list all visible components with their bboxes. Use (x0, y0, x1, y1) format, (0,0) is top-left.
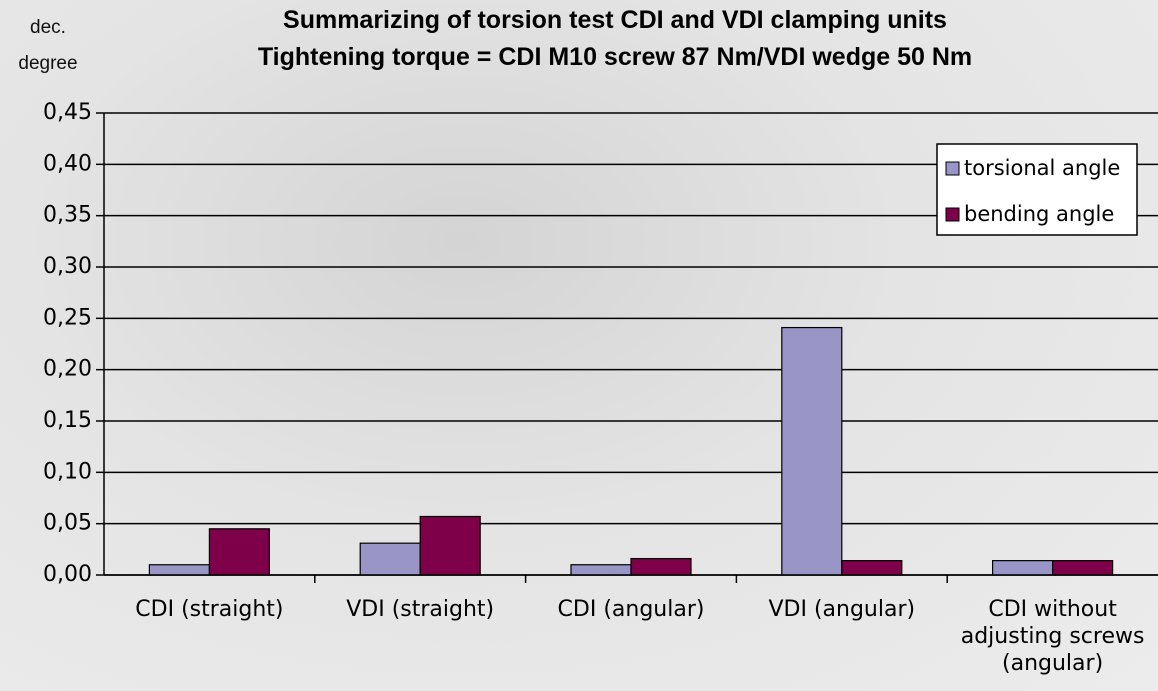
bar (209, 529, 269, 575)
y-tick-label: 0,35 (43, 203, 92, 228)
chart: 0,00 0,05 0,10 0,15 0,20 0,25 0,30 0,35 0,40 0,45… (0, 0, 1158, 691)
bar (1053, 561, 1113, 575)
bar (149, 565, 209, 575)
y-tick-label: 0,10 (43, 459, 92, 484)
legend-label: bending angle (964, 202, 1114, 226)
bar (842, 561, 902, 575)
bar (631, 559, 691, 575)
y-tick-label: 0,40 (43, 151, 92, 176)
x-tick-label: CDI without adjusting screws (angular) (948, 596, 1158, 677)
bar (782, 328, 842, 575)
x-tick-label: VDI (angular) (737, 596, 947, 623)
x-tick-label: CDI (angular) (526, 596, 736, 623)
y-tick-label: 0,30 (43, 254, 92, 279)
bar (993, 561, 1053, 575)
y-tick-label: 0,15 (43, 408, 92, 433)
legend-label: torsional angle (964, 156, 1120, 180)
y-tick-label: 0,20 (43, 357, 92, 382)
legend-swatch (946, 208, 959, 221)
x-tick-label: VDI (straight) (315, 596, 525, 623)
bar (571, 565, 631, 575)
y-tick-label: 0,00 (43, 562, 92, 587)
y-tick-label: 0,25 (43, 305, 92, 330)
bar (420, 516, 480, 575)
legend: torsional angle bending angle (937, 144, 1137, 235)
bar (360, 543, 420, 575)
x-tick-label: CDI (straight) (104, 596, 314, 623)
y-tick-label: 0,45 (43, 100, 92, 125)
y-tick-label: 0,05 (43, 511, 92, 536)
legend-swatch (946, 162, 959, 175)
page: {"chart_data": {"type": "bar", "title": … (0, 0, 1158, 691)
